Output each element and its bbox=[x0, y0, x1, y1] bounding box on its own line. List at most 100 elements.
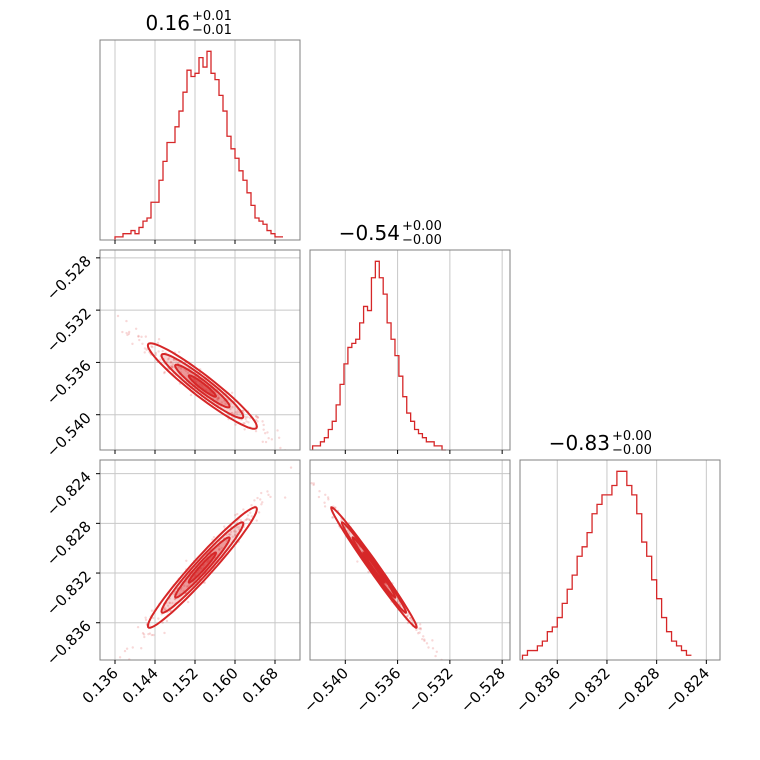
panel-frame bbox=[309, 459, 511, 661]
sample-point bbox=[150, 633, 154, 637]
x-tick-label: 0.144 bbox=[119, 664, 162, 707]
sample-point bbox=[171, 365, 174, 368]
sample-point bbox=[138, 338, 141, 342]
sample-point bbox=[141, 342, 144, 346]
sample-point bbox=[318, 490, 321, 493]
sample-point bbox=[229, 533, 232, 536]
y-tick-label: −0.528 bbox=[43, 252, 95, 304]
param-title-2: −0.83 +0.00−0.00 bbox=[549, 429, 652, 458]
sample-point bbox=[136, 625, 140, 629]
sample-point bbox=[131, 342, 134, 346]
title-plus: +0.00 bbox=[402, 219, 442, 234]
sample-point bbox=[423, 638, 426, 641]
panel-frame bbox=[99, 39, 301, 241]
histogram-series bbox=[521, 470, 692, 660]
sample-point bbox=[243, 422, 246, 425]
sample-point bbox=[171, 601, 174, 605]
sample-point bbox=[297, 456, 299, 458]
sample-point bbox=[255, 519, 258, 522]
sample-point bbox=[215, 398, 218, 401]
title-value: −0.83 bbox=[549, 431, 610, 455]
y-tick-label: −0.536 bbox=[43, 357, 95, 409]
sample-point bbox=[120, 661, 122, 663]
sample-point bbox=[267, 493, 270, 497]
sample-point bbox=[165, 619, 169, 623]
sample-point bbox=[142, 633, 146, 636]
contour-level bbox=[187, 374, 218, 398]
sample-point bbox=[177, 366, 180, 369]
sample-point bbox=[163, 371, 166, 375]
sample-point bbox=[231, 535, 234, 538]
sample-point bbox=[134, 327, 138, 330]
sample-point bbox=[131, 646, 134, 649]
sample-point bbox=[408, 617, 412, 620]
sample-point bbox=[267, 437, 270, 440]
x-tick-label: −0.828 bbox=[611, 664, 663, 716]
contour-level bbox=[330, 506, 418, 629]
sample-point bbox=[256, 420, 259, 423]
sample-point bbox=[266, 490, 269, 493]
sample-point bbox=[323, 501, 326, 504]
sample-point bbox=[216, 394, 219, 397]
sample-point bbox=[245, 420, 248, 423]
sample-point bbox=[408, 616, 412, 620]
sample-point bbox=[327, 498, 330, 501]
sample-point bbox=[246, 517, 249, 520]
sample-point bbox=[331, 516, 335, 519]
y-tick-label: −0.828 bbox=[43, 517, 95, 569]
sample-point bbox=[250, 503, 253, 507]
sample-point bbox=[236, 410, 239, 413]
sample-point bbox=[264, 440, 268, 444]
contour-level bbox=[146, 506, 258, 629]
x-tick-label: 0.160 bbox=[199, 664, 242, 707]
sample-point bbox=[243, 428, 246, 431]
sample-point bbox=[231, 411, 234, 415]
sample-point bbox=[262, 428, 265, 431]
sample-point bbox=[310, 482, 313, 485]
sample-point bbox=[263, 432, 267, 435]
sample-point bbox=[234, 423, 237, 426]
sample-point bbox=[95, 304, 97, 306]
sample-point bbox=[415, 628, 418, 632]
x-tick-label: −0.836 bbox=[512, 664, 564, 716]
sample-point bbox=[256, 416, 259, 419]
sample-point bbox=[186, 600, 190, 604]
sample-point bbox=[434, 654, 437, 658]
sample-point bbox=[244, 417, 247, 421]
hist-panel-2 bbox=[519, 459, 721, 664]
sample-point bbox=[256, 496, 259, 500]
sample-point bbox=[216, 398, 219, 402]
sample-point bbox=[260, 503, 263, 506]
sample-point bbox=[218, 547, 221, 551]
sample-point bbox=[168, 601, 172, 605]
sample-point bbox=[323, 505, 327, 508]
panel-frame bbox=[309, 249, 511, 451]
sample-point bbox=[217, 396, 220, 399]
title-plus: +0.01 bbox=[192, 9, 232, 24]
sample-point bbox=[276, 429, 279, 432]
sample-point bbox=[312, 483, 315, 487]
param-title-0: 0.16 +0.01−0.01 bbox=[145, 9, 231, 38]
sample-point bbox=[217, 548, 221, 551]
sample-point bbox=[246, 514, 250, 517]
sample-point bbox=[419, 626, 422, 630]
sample-point bbox=[407, 614, 410, 617]
sample-point bbox=[150, 609, 154, 612]
x-tick-label: 0.168 bbox=[239, 664, 282, 707]
sample-point bbox=[254, 414, 258, 418]
sample-point bbox=[418, 627, 421, 630]
sample-point bbox=[170, 364, 173, 368]
sample-point bbox=[331, 516, 334, 519]
sample-point bbox=[164, 607, 167, 610]
sample-point bbox=[236, 512, 239, 516]
sample-point bbox=[157, 338, 161, 341]
sample-point bbox=[247, 421, 250, 424]
sample-point bbox=[464, 690, 466, 692]
sample-point bbox=[232, 530, 236, 533]
sample-point bbox=[423, 639, 426, 643]
sample-point bbox=[166, 604, 170, 607]
sample-point bbox=[255, 415, 258, 418]
sample-point bbox=[254, 429, 258, 433]
sample-point bbox=[163, 370, 166, 374]
sample-point bbox=[431, 647, 435, 650]
